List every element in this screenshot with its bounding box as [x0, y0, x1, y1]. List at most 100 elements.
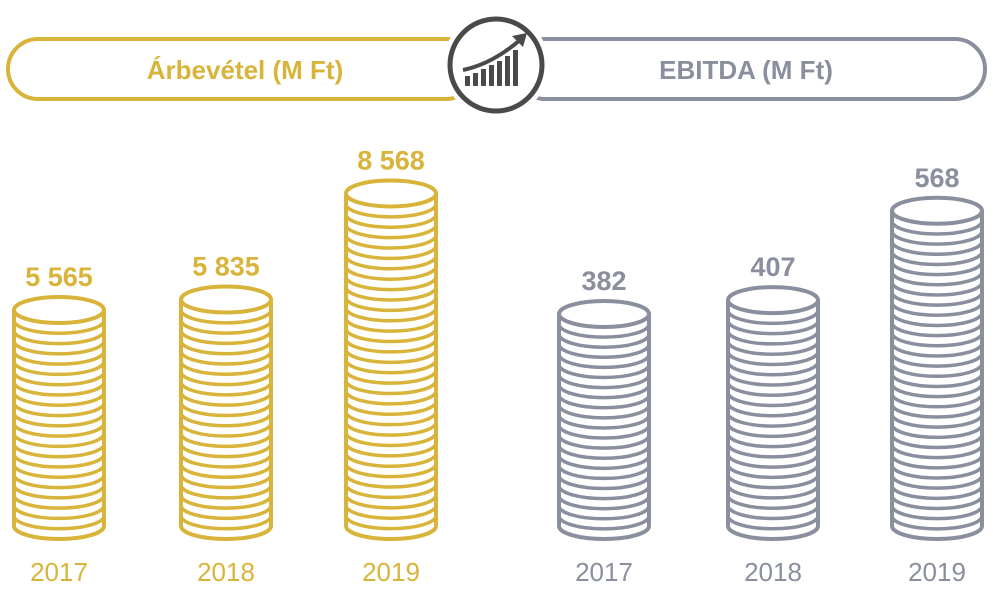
ebitda-coin-edge — [890, 495, 984, 511]
ebitda-coin-edge — [726, 392, 820, 408]
ebitda-year-label: 2018 — [744, 557, 802, 587]
revenue-coin-edge — [179, 371, 273, 387]
revenue-coin-edge — [344, 494, 438, 510]
ebitda-coin-edge — [890, 230, 984, 246]
revenue-coin-edge — [344, 421, 438, 437]
ebitda-banner-title: EBITDA (M Ft) — [659, 55, 833, 85]
revenue-coin-edge — [179, 505, 273, 521]
ebitda-coin-edge — [726, 443, 820, 459]
ebitda-value-label: 568 — [914, 163, 959, 193]
ebitda-coin-edge — [890, 393, 984, 409]
ebitda-coin-edge — [890, 444, 984, 460]
revenue-coin-edge — [179, 422, 273, 438]
revenue-coin-edge — [179, 381, 273, 397]
revenue-coin-edge — [12, 463, 106, 480]
revenue-coin-edge — [344, 317, 438, 333]
revenue-year-label: 2019 — [362, 557, 420, 587]
ebitda-coin-edge — [890, 281, 984, 297]
revenue-coin-edge — [12, 402, 106, 418]
ebitda-bar-2019: 568 2019 — [890, 163, 984, 587]
revenue-value-label: 5 835 — [192, 252, 260, 282]
revenue-coin-edge — [344, 390, 438, 406]
revenue-coin-edge — [344, 411, 438, 427]
revenue-coin-edge — [179, 330, 273, 346]
ebitda-coin-edge — [557, 333, 651, 349]
ebitda-coin-edge — [890, 342, 984, 358]
revenue-coin-edge — [12, 391, 106, 408]
ebitda-coin-edge — [557, 374, 651, 390]
revenue-coin-edge — [179, 494, 273, 510]
revenue-coin-edge — [179, 515, 273, 531]
ebitda-coin-edge — [726, 412, 820, 428]
ebitda-coin-edge — [890, 312, 984, 328]
ebitda-coin-edge — [726, 381, 820, 398]
revenue-year-label: 2018 — [197, 557, 255, 587]
revenue-coin-edge — [179, 402, 273, 418]
revenue-coin-edge — [344, 432, 438, 448]
ebitda-coin-edge — [557, 364, 651, 380]
revenue-coin-edge — [344, 359, 438, 375]
ebitda-coin-edge — [890, 332, 984, 348]
ebitda-year-label: 2019 — [908, 557, 966, 587]
revenue-coin-edge — [12, 422, 106, 438]
revenue-coin-edge — [344, 255, 438, 271]
revenue-coin-edge — [12, 453, 106, 469]
revenue-coin-edge — [179, 350, 273, 366]
revenue-coin-edge — [12, 515, 106, 531]
revenue-coin-edge — [344, 203, 438, 219]
revenue-coin-edge — [12, 319, 106, 336]
revenue-coin-edge — [12, 474, 106, 490]
ebitda-coin-edge — [890, 505, 984, 521]
revenue-coin-edge — [344, 307, 438, 323]
ebitda-stack-body — [726, 300, 820, 541]
ebitda-coin-edge — [726, 433, 820, 449]
ebitda-coin-edge — [890, 383, 984, 399]
ebitda-coin-edge — [557, 455, 651, 471]
ebitda-coin-edge — [557, 515, 651, 531]
revenue-coin-edge — [344, 276, 438, 292]
ebitda-value-label: 382 — [581, 266, 626, 296]
ebitda-coin-edge — [557, 323, 651, 339]
revenue-coin-edge — [344, 245, 438, 261]
ebitda-coin-edge — [726, 505, 820, 521]
ebitda-coin-edge — [726, 453, 820, 469]
revenue-coin-edge — [344, 297, 438, 313]
ebitda-coin-edge — [890, 352, 984, 368]
ebitda-coin-edge — [726, 361, 820, 377]
revenue-coin-edge — [12, 340, 106, 356]
ebitda-coin-edge — [890, 251, 984, 267]
ebitda-coin-edge — [557, 505, 651, 521]
ebitda-coin-edge — [890, 220, 984, 236]
ebitda-coin-edge — [890, 515, 984, 531]
ebitda-bar-2017: 382 2017 — [557, 266, 651, 587]
ebitda-coin-edge — [726, 340, 820, 356]
revenue-coin-edge — [344, 452, 438, 469]
ebitda-coin-top — [557, 299, 651, 329]
revenue-coin-edge — [344, 504, 438, 520]
ebitda-coin-edge — [726, 371, 820, 387]
revenue-bar-2018: 5 835 2018 — [179, 252, 273, 587]
revenue-stack-body — [179, 299, 273, 541]
ebitda-coin-edge — [890, 454, 984, 470]
ebitda-coin-edge — [726, 515, 820, 531]
ebitda-coin-edge — [726, 310, 820, 326]
revenue-coin-edge — [179, 391, 273, 407]
revenue-coin-edge — [12, 494, 106, 510]
revenue-coin-edge — [344, 484, 438, 500]
revenue-coin-top — [12, 295, 106, 325]
ebitda-coin-edge — [890, 474, 984, 490]
ebitda-coin-edge — [726, 351, 820, 367]
revenue-coin-edge — [344, 224, 438, 240]
revenue-coin-edge — [344, 234, 438, 250]
ebitda-coin-edge — [557, 354, 651, 370]
revenue-year-label: 2017 — [30, 557, 88, 587]
revenue-bar-2017: 5 565 2017 — [12, 262, 106, 587]
ebitda-coin-edge — [890, 423, 984, 440]
ebitda-coin-edge — [557, 434, 651, 450]
revenue-coin-edge — [179, 340, 273, 356]
ebitda-coin-edge — [557, 485, 651, 501]
revenue-coin-edge — [344, 213, 438, 229]
revenue-coin-top — [344, 178, 438, 209]
banner-row: Árbevétel (M Ft) EBITDA (M Ft) — [6, 12, 987, 118]
ebitda-coin-edge — [557, 404, 651, 420]
